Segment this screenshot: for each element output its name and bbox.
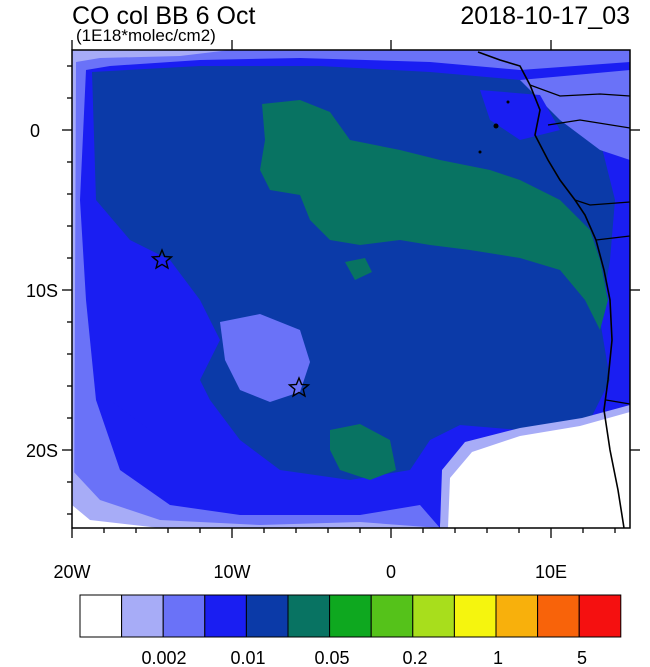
colorbar-label: 0.05 (314, 648, 349, 667)
field-west-blue (96, 200, 220, 430)
colorbar-swatch (329, 594, 372, 638)
island-dot (506, 100, 510, 104)
colorbar-swatch (162, 594, 206, 638)
units-label: (1E18*molec/cm2) (76, 26, 216, 45)
colorbar-swatch (412, 594, 455, 638)
border-mid (547, 119, 630, 129)
island-dot (493, 123, 499, 129)
map-field (72, 50, 630, 528)
border-north (529, 84, 630, 97)
colorbar-swatch (245, 594, 289, 638)
island-dot (478, 150, 482, 154)
colorbar-label: 0.002 (141, 648, 186, 667)
field-edge-light (72, 50, 630, 528)
x-tick-label: 20W (53, 562, 90, 582)
x-tick-label: 10E (535, 562, 567, 582)
colorbar-swatch (578, 594, 622, 638)
co-plume-main (260, 100, 608, 330)
colorbar-swatch (121, 594, 164, 638)
colorbar-swatch (537, 594, 580, 638)
colorbar-labels: 0.002 0.01 0.05 0.2 1 5 (141, 648, 587, 667)
y-tick-label: 0 (30, 121, 40, 141)
border-congo (574, 199, 630, 206)
colorbar-label: 1 (493, 648, 503, 667)
x-tick-label: 10W (213, 562, 250, 582)
colorbar-swatch (287, 594, 331, 638)
colorbar-label: 5 (577, 648, 587, 667)
colorbar-swatch (79, 594, 123, 638)
colorbar (79, 594, 622, 638)
field-low-white (440, 410, 630, 528)
map-title: CO col BB 6 Oct (72, 2, 256, 30)
co-plume-south (330, 424, 396, 480)
colorbar-label: 0.01 (230, 648, 265, 667)
co-plume-fragment (345, 258, 372, 280)
field-white-edge (440, 405, 630, 528)
axis-ticks (62, 40, 640, 538)
field-bottom-white (72, 505, 160, 528)
datetime-label: 2018-10-17_03 (460, 2, 630, 30)
border-namibia (605, 399, 630, 405)
field-light-blob (220, 314, 310, 402)
colorbar-swatch (370, 594, 414, 638)
x-tick-label: 0 (386, 562, 396, 582)
y-tick-label: 10S (26, 281, 58, 301)
colorbar-label: 0.2 (402, 648, 427, 667)
y-tick-label: 20S (26, 441, 58, 461)
plot-border (71, 49, 631, 529)
star-marker-icon (150, 248, 174, 270)
border-angola (595, 235, 630, 241)
colorbar-swatch (453, 594, 497, 638)
colorbar-swatch (495, 594, 539, 638)
star-marker-icon (287, 376, 311, 398)
field-ne-blue (480, 90, 560, 140)
colorbar-swatch (204, 594, 247, 638)
field-ne-light (520, 70, 630, 160)
